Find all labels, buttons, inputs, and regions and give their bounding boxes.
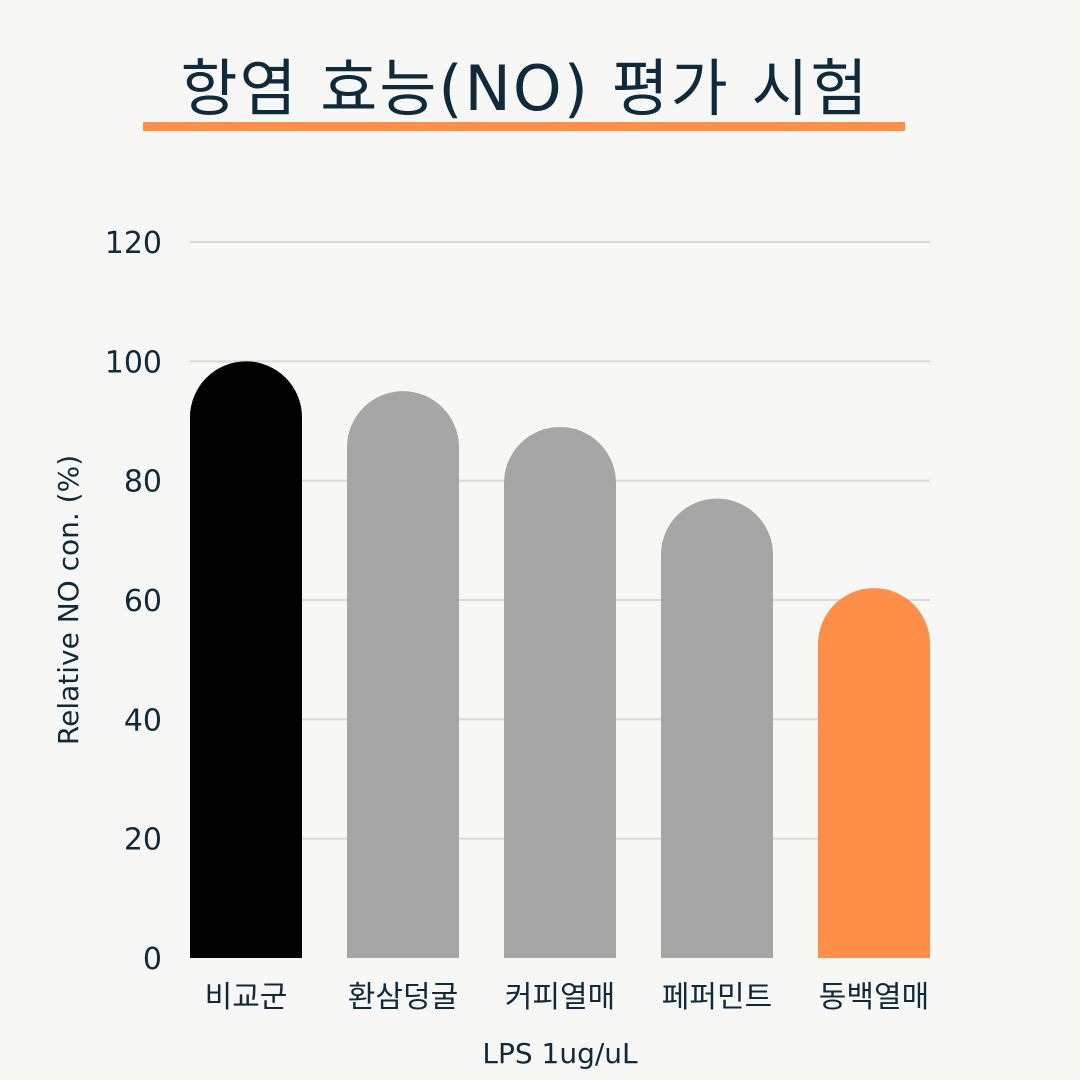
- y-tick-label: 40: [124, 703, 162, 738]
- x-category-label: 페퍼민트: [662, 980, 772, 1015]
- bar-5: [818, 588, 930, 958]
- bar-3: [504, 426, 616, 958]
- x-axis-label: LPS 1ug/uL: [482, 1037, 638, 1070]
- x-category-label: 비교군: [205, 980, 288, 1015]
- x-category-label: 환삼덩굴: [348, 980, 458, 1015]
- chart-title: 항염 효능(NO) 평가 시험: [180, 52, 870, 125]
- bar-4: [661, 498, 773, 958]
- y-tick-label: 120: [105, 226, 162, 261]
- bar-2: [347, 391, 460, 958]
- bar-1: [190, 361, 302, 958]
- title-underline: [143, 122, 905, 131]
- y-axis-ticks: 0 20 40 60 80 100 120: [105, 226, 162, 977]
- y-tick-label: 0: [143, 942, 162, 977]
- x-category-label: 커피열매: [505, 980, 615, 1015]
- y-tick-label: 100: [105, 345, 162, 380]
- y-axis-label: Relative NO con. (%): [52, 455, 85, 745]
- x-category-label: 동백열매: [819, 980, 929, 1015]
- y-tick-label: 80: [124, 465, 162, 500]
- x-axis-categories: 비교군 환삼덩굴 커피열매 페퍼민트 동백열매: [205, 980, 930, 1015]
- y-tick-label: 20: [124, 823, 162, 858]
- y-tick-label: 60: [124, 584, 162, 619]
- bars: [190, 361, 930, 958]
